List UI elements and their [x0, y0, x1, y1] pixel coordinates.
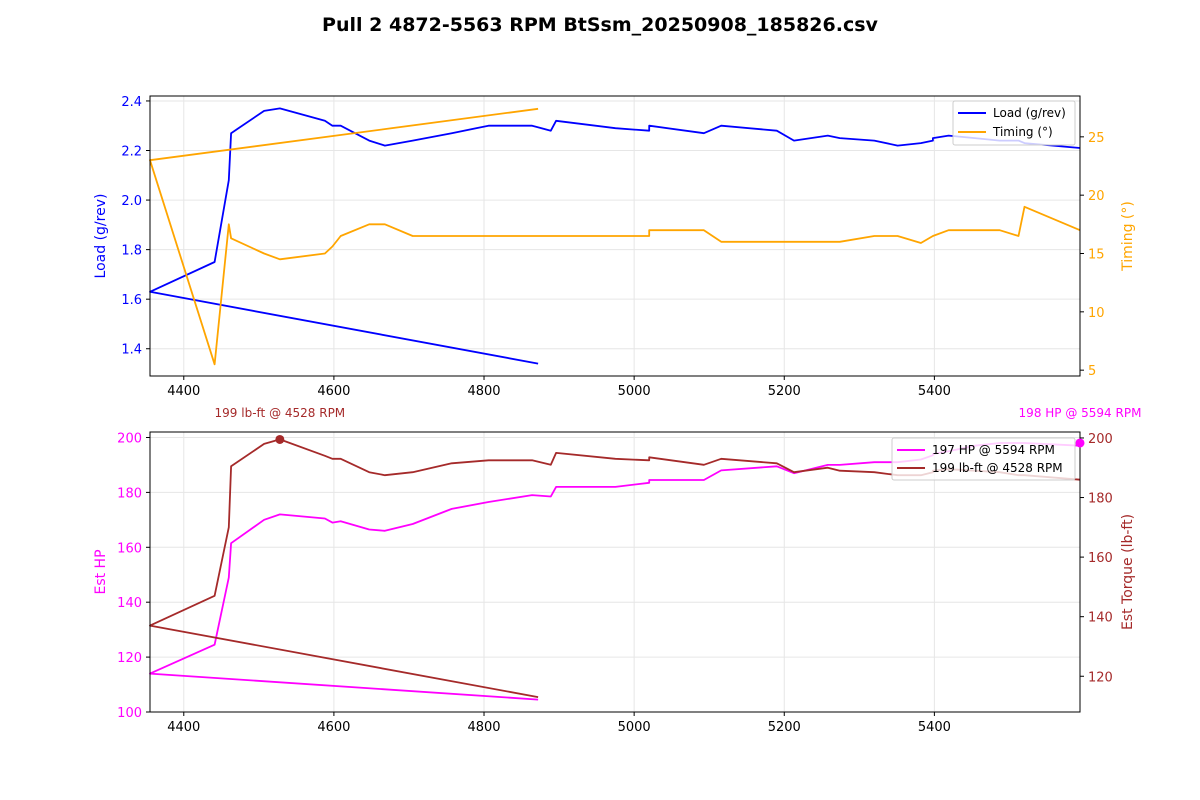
x-tick-label: 4600	[317, 720, 350, 735]
x-tick-label: 5000	[618, 384, 651, 399]
left-y-tick-label: 160	[117, 541, 142, 556]
peak-annotation-label: 199 lb-ft @ 4528 RPM	[215, 406, 346, 420]
top-left-y-axis: 1.4 1.6 1.8 2.0 2.2 2.4	[121, 95, 150, 358]
top-x-axis: 4400 4600 4800 5000 5200 5400	[167, 376, 951, 399]
top-right-y-axis: 5 10 15 20 25	[1080, 131, 1105, 379]
left-y-tick-label: 200	[117, 431, 142, 446]
left-y-tick-label: 180	[117, 486, 142, 501]
bottom-left-axis-label: Est HP	[93, 549, 109, 594]
right-y-tick-label: 20	[1088, 189, 1105, 204]
hp-torque-panel: 4400 4600 4800 5000 5200 5400 100 120 140 160 180…	[93, 406, 1141, 735]
load-timing-panel: 4400 4600 4800 5000 5200 5400 1.4 1.6 1.8 2.0 2.2…	[93, 95, 1136, 399]
x-tick-label: 4400	[167, 384, 200, 399]
right-y-tick-label: 180	[1088, 492, 1113, 507]
legend-torque-label: 199 lb-ft @ 4528 RPM	[932, 461, 1063, 475]
peak-annotations: 199 lb-ft @ 4528 RPM 198 HP @ 5594 RPM	[215, 406, 1142, 448]
x-tick-label: 4800	[467, 720, 500, 735]
bottom-left-y-axis: 100 120 140 160 180 200	[117, 431, 150, 721]
x-tick-label: 4600	[317, 384, 350, 399]
left-y-tick-label: 140	[117, 596, 142, 611]
left-y-tick-label: 1.8	[121, 244, 142, 259]
x-tick-label: 4400	[167, 720, 200, 735]
x-tick-label: 5400	[918, 720, 951, 735]
right-y-tick-label: 160	[1088, 551, 1113, 566]
left-y-tick-label: 2.2	[121, 145, 142, 160]
top-series-lines	[149, 107, 1081, 366]
peak-marker	[275, 434, 285, 444]
legend-load-label: Load (g/rev)	[993, 106, 1066, 120]
top-left-axis-label: Load (g/rev)	[93, 194, 109, 279]
figure-title: Pull 2 4872-5563 RPM BtSsm_20250908_1858…	[322, 14, 878, 36]
x-tick-label: 5000	[618, 720, 651, 735]
right-y-tick-label: 200	[1088, 432, 1113, 447]
right-y-tick-label: 15	[1088, 248, 1105, 263]
timing-line	[149, 107, 1081, 366]
left-y-tick-label: 2.4	[121, 95, 142, 110]
top-plot-frame	[149, 95, 1081, 377]
right-y-tick-label: 25	[1088, 131, 1105, 146]
right-y-tick-label: 10	[1088, 306, 1105, 321]
peak-marker	[1075, 438, 1085, 448]
bottom-right-axis-label: Est Torque (lb-ft)	[1120, 514, 1136, 630]
bottom-right-y-axis: 120 140 160 180 200	[1080, 432, 1113, 685]
x-tick-label: 5200	[768, 384, 801, 399]
bottom-legend-frame	[891, 437, 1076, 481]
x-tick-label: 5400	[918, 384, 951, 399]
x-tick-label: 5200	[768, 720, 801, 735]
legend-hp-label: 197 HP @ 5594 RPM	[932, 443, 1055, 457]
right-y-tick-label: 140	[1088, 611, 1113, 626]
left-y-tick-label: 2.0	[121, 194, 142, 209]
load-g-rev-line	[149, 107, 1081, 365]
right-y-tick-label: 5	[1088, 364, 1096, 379]
left-y-tick-label: 120	[117, 651, 142, 666]
left-y-tick-label: 100	[117, 706, 142, 721]
bottom-grid	[150, 432, 1080, 713]
top-legend: Load (g/rev) Timing (°)	[952, 100, 1076, 146]
bottom-x-axis: 4400 4600 4800 5000 5200 5400	[167, 712, 951, 735]
left-y-tick-label: 1.6	[121, 293, 142, 308]
legend-timing-label: Timing (°)	[992, 125, 1053, 139]
right-y-tick-label: 120	[1088, 670, 1113, 685]
197-hp-5594-rpm-line	[149, 442, 1081, 701]
peak-annotation-label: 198 HP @ 5594 RPM	[1019, 406, 1142, 420]
bottom-legend: 197 HP @ 5594 RPM 199 lb-ft @ 4528 RPM	[891, 437, 1076, 481]
top-right-axis-label: Timing (°)	[1120, 201, 1136, 272]
left-y-tick-label: 1.4	[121, 343, 142, 358]
x-tick-label: 4800	[467, 384, 500, 399]
bottom-plot-frame	[149, 431, 1081, 713]
